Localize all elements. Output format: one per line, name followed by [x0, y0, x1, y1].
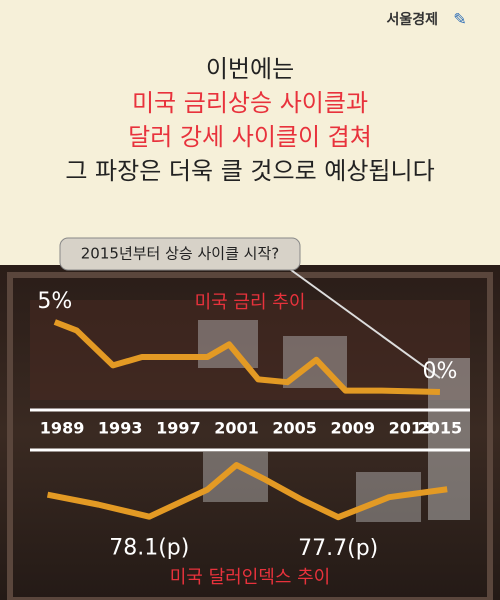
logo: 서울경제 [386, 11, 438, 28]
callout-pointer [279, 261, 441, 379]
data-line [53, 319, 441, 395]
x-tick-label: 1993 [98, 419, 143, 438]
logo-mark: ✎ [453, 10, 466, 29]
frame [7, 272, 493, 600]
panel [30, 300, 470, 400]
data-line [46, 462, 448, 521]
x-tick-label: 2005 [272, 419, 317, 438]
headline: 그 파장은 더욱 클 것으로 예상됩니다 [65, 157, 434, 185]
value-label: 0% [422, 359, 457, 384]
callout-text: 2015년부터 상승 사이클 시작? [81, 245, 279, 263]
value-label: 77.7(p) [298, 536, 378, 561]
callout-box [59, 237, 301, 271]
x-tick-label: 2001 [214, 419, 259, 438]
x-tick-label: 1989 [40, 419, 85, 438]
x-tick-label: 2013 [389, 419, 434, 438]
chart-title: 미국 달러인덱스 추이 [170, 567, 330, 588]
headline: 이번에는 [206, 55, 294, 83]
chart-title: 미국 금리 추이 [195, 292, 306, 313]
x-tick-label: 1997 [156, 419, 201, 438]
headline: 미국 금리상승 사이클과 [132, 89, 368, 117]
x-tick-label: 2015 [418, 419, 463, 438]
headline: 달러 강세 사이클이 겹쳐 [128, 123, 372, 151]
value-label: 78.1(p) [109, 536, 189, 561]
x-tick-label: 2009 [330, 419, 375, 438]
value-label: 5% [37, 289, 72, 314]
